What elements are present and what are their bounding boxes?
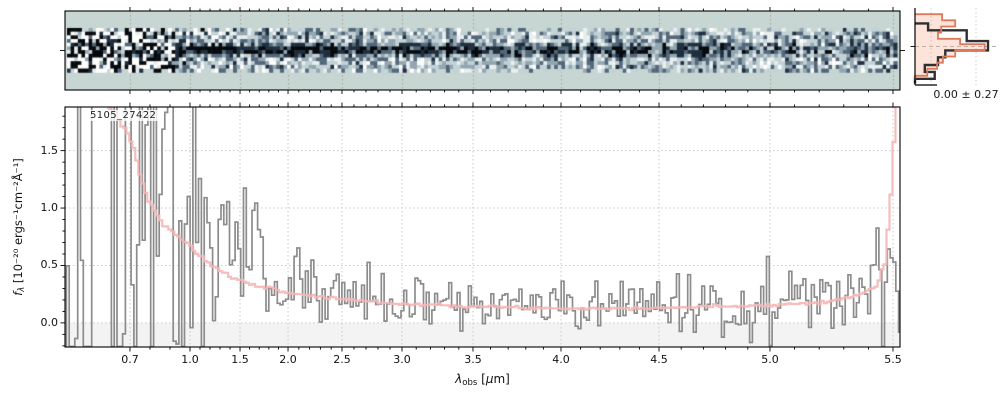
x-tick-label: 3.0 bbox=[393, 353, 411, 366]
x-axis-label: λobs [μm] bbox=[383, 372, 583, 388]
x-tick-label: 5.0 bbox=[761, 353, 779, 366]
x-tick-label: 4.0 bbox=[552, 353, 570, 366]
strip-panel-border bbox=[64, 10, 901, 91]
hist-model-path bbox=[914, 13, 986, 81]
x-tick-label: 3.5 bbox=[464, 353, 482, 366]
x-tick-label: 4.5 bbox=[650, 353, 668, 366]
x-axis-unit-pre: [ bbox=[477, 372, 486, 386]
2d-spectrum-heatmap bbox=[65, 11, 900, 90]
observed-spectrum-path bbox=[65, 107, 900, 347]
x-tick-label: 2.0 bbox=[279, 353, 297, 366]
x-axis-mu: μ bbox=[485, 372, 494, 386]
x-tick-label: 5.5 bbox=[884, 353, 902, 366]
x-tick-label: 1.5 bbox=[231, 353, 249, 366]
x-tick-label: 0.7 bbox=[121, 353, 139, 366]
y-axis-symbol: f bbox=[11, 291, 25, 296]
object-id-annotation: 5105_27422 bbox=[87, 110, 160, 121]
main-panel-border bbox=[64, 106, 901, 348]
y-tick-label: 1.5 bbox=[40, 143, 59, 157]
y-tick-label: 1.0 bbox=[40, 201, 59, 215]
x-axis-unit-post: m] bbox=[493, 372, 510, 386]
x-axis-subscript: obs bbox=[462, 378, 478, 388]
x-tick-label: 1.0 bbox=[181, 353, 199, 366]
x-tick-label: 2.5 bbox=[333, 353, 351, 366]
histogram-stat-label: 0.00 ± 0.27 bbox=[933, 88, 999, 101]
y-axis-subscript: λ bbox=[17, 286, 27, 292]
x-axis-symbol: λ bbox=[455, 372, 463, 386]
y-tick-label: 0.5 bbox=[40, 258, 59, 272]
y-tick-label: 0.0 bbox=[40, 315, 59, 329]
model-spectrum-path bbox=[107, 107, 897, 312]
